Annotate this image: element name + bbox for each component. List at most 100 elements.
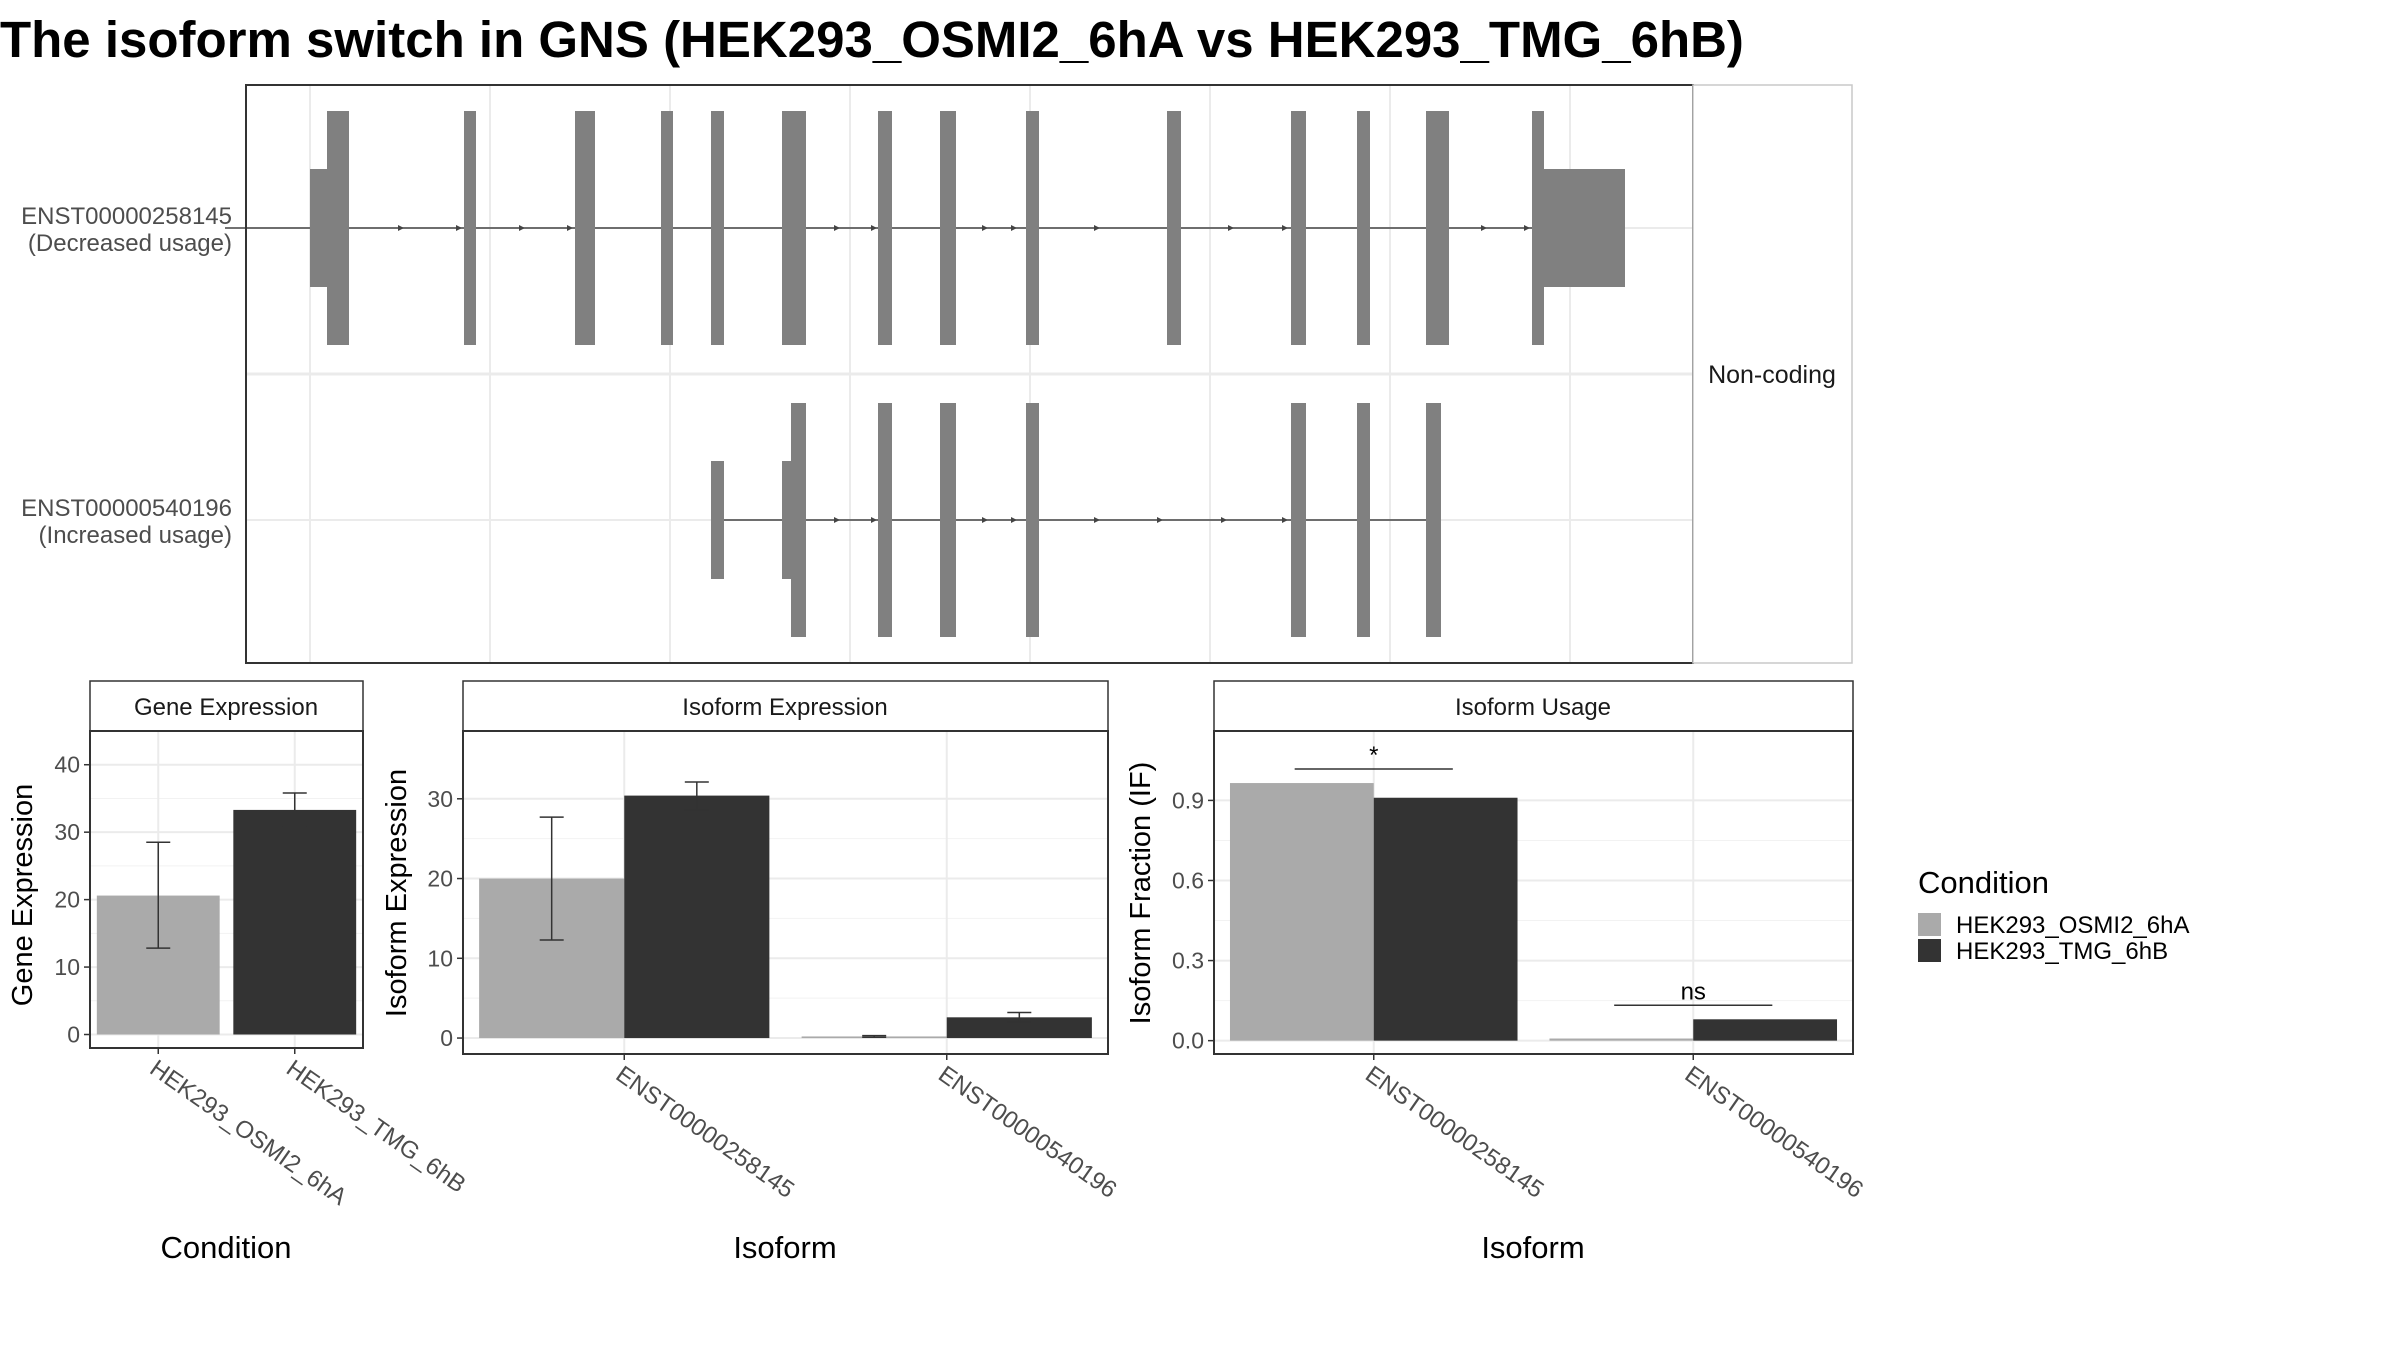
- y-tick-label: 30: [54, 819, 80, 845]
- facet-label: Non-coding: [1708, 361, 1836, 389]
- exon-1: [310, 169, 330, 287]
- structure-tracks: [225, 111, 1625, 637]
- isoform-usage-strip: Isoform Usage: [1455, 694, 1611, 721]
- y-tick-label: 0: [440, 1025, 453, 1051]
- plot-border: [462, 730, 1109, 1055]
- exon-1: [940, 111, 956, 345]
- legend-entry-a: HEK293_OSMI2_6hA: [1956, 912, 2189, 939]
- gene-expression-panel: Gene Expression 010203040HEK293_OSMI2_6h…: [7, 680, 471, 1265]
- exon-2: [940, 403, 956, 637]
- structure-panel: Non-coding ENST00000258145 (Decreased us…: [21, 84, 1853, 664]
- isoform-usage-panel: Isoform Usage 0.0 0.3 0.6 0.9 * ns ENST0000025…: [1125, 680, 1868, 1265]
- exon-2: [791, 403, 806, 637]
- bar-b: [624, 795, 770, 1039]
- exon-2: [711, 461, 724, 579]
- exon-1: [575, 111, 595, 345]
- exon-2: [878, 403, 892, 637]
- exon-1: [1026, 111, 1039, 345]
- x-tick-label: ENST00000540196: [933, 1061, 1121, 1204]
- exon-1: [1532, 111, 1544, 345]
- intron-arrow-1: [1524, 225, 1530, 231]
- intron-arrow-1: [567, 225, 573, 231]
- exon-1: [327, 111, 349, 345]
- transcript-2-usage: (Increased usage): [39, 522, 232, 549]
- intron-arrow-2: [871, 517, 877, 523]
- exon-1: [1167, 111, 1181, 345]
- exon-2: [782, 461, 792, 579]
- intron-arrow-2: [1094, 517, 1100, 523]
- isoform-expression-ylabel: Isoform Expression: [381, 769, 413, 1017]
- legend-swatch-a: [1918, 913, 1941, 936]
- intron-arrow-2: [1157, 517, 1163, 523]
- y-tick-label: 0: [67, 1022, 80, 1048]
- structure-grid: [246, 85, 1693, 663]
- exon-1: [711, 111, 724, 345]
- x-tick-label: ENST00000540196: [1680, 1061, 1868, 1204]
- plot-border: [89, 730, 364, 1049]
- x-tick-label: ENST00000258145: [1360, 1061, 1548, 1204]
- y-tick-label: 10: [54, 954, 80, 980]
- plot-border: [1213, 730, 1854, 1055]
- bar-a: [1549, 1038, 1694, 1041]
- legend-entry-b: HEK293_TMG_6hB: [1956, 938, 2168, 965]
- bar-a: [1229, 783, 1374, 1041]
- intron-arrow-2: [1011, 517, 1017, 523]
- bar: [233, 809, 357, 1035]
- intron-arrow-1: [456, 225, 462, 231]
- isoform-usage-ylabel: Isoform Fraction (IF): [1125, 762, 1157, 1025]
- transcript-1-id: ENST00000258145: [21, 203, 232, 230]
- bar-b: [946, 1017, 1092, 1039]
- isoform-expression-xlabel: Isoform: [733, 1230, 836, 1265]
- gene-expression-ylabel: Gene Expression: [7, 784, 39, 1006]
- y-tick-label: 30: [427, 786, 453, 812]
- intron-arrow-1: [1011, 225, 1017, 231]
- isoform-expression-panel: Isoform Expression 0 10 20 30 ENST0000025814…: [381, 680, 1122, 1265]
- y-tick-label: 20: [54, 887, 80, 913]
- y-tick-label: 10: [427, 945, 453, 971]
- bar-b: [1373, 797, 1518, 1041]
- exon-1: [782, 111, 806, 345]
- y-tick-label: 20: [427, 866, 453, 892]
- exon-1: [661, 111, 673, 345]
- transcript-2-id: ENST00000540196: [21, 495, 232, 522]
- gene-expression-xlabel: Condition: [161, 1230, 292, 1265]
- exon-2: [1291, 403, 1306, 637]
- intron-arrow-1: [1094, 225, 1100, 231]
- y-tick-label: 0.0: [1172, 1028, 1204, 1054]
- exon-1: [878, 111, 892, 345]
- intron-arrow-1: [834, 225, 840, 231]
- intron-arrow-1: [398, 225, 404, 231]
- intron-arrow-2: [982, 517, 988, 523]
- intron-arrow-1: [1481, 225, 1487, 231]
- chart-title: The isoform switch in GNS (HEK293_OSMI2_…: [0, 11, 1744, 68]
- legend-swatch-b: [1918, 939, 1941, 962]
- intron-arrow-2: [1282, 517, 1288, 523]
- intron-arrow-1: [519, 225, 525, 231]
- exon-2: [1357, 403, 1370, 637]
- isoform-expression-strip: Isoform Expression: [682, 694, 887, 721]
- y-tick-label: 40: [54, 752, 80, 778]
- intron-arrow-1: [1282, 225, 1288, 231]
- y-tick-label: 0.3: [1172, 948, 1204, 974]
- isoform-usage-xlabel: Isoform: [1481, 1230, 1584, 1265]
- exon-2: [1026, 403, 1039, 637]
- significance-label: ns: [1681, 978, 1706, 1005]
- gene-expression-strip: Gene Expression: [134, 694, 318, 721]
- legend: Condition HEK293_OSMI2_6hA HEK293_TMG_6h…: [1918, 865, 2189, 965]
- exon-1: [1544, 169, 1625, 287]
- bar-b: [1693, 1019, 1838, 1041]
- intron-arrow-1: [1228, 225, 1234, 231]
- exon-1: [1357, 111, 1370, 345]
- y-tick-label: 0.6: [1172, 867, 1204, 893]
- transcript-1-usage: (Decreased usage): [28, 230, 232, 257]
- legend-title: Condition: [1918, 865, 2049, 900]
- intron-arrow-2: [834, 517, 840, 523]
- exon-1: [464, 111, 476, 345]
- intron-arrow-1: [871, 225, 877, 231]
- exon-2: [1426, 403, 1441, 637]
- significance-label: *: [1369, 742, 1378, 769]
- x-tick-label: ENST00000258145: [611, 1061, 799, 1204]
- intron-arrow-2: [1221, 517, 1227, 523]
- y-tick-label: 0.9: [1172, 787, 1204, 813]
